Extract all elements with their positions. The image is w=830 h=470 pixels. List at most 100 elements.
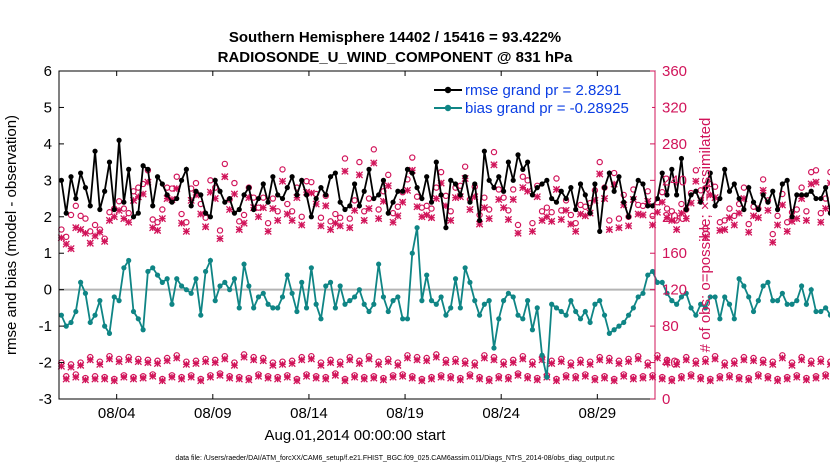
bias-point <box>525 298 531 304</box>
obs-possible-marker <box>793 206 800 213</box>
obs-assimilated-marker <box>418 377 426 385</box>
rmse-point <box>827 210 830 216</box>
rmse-point <box>78 170 84 176</box>
x-tick-label: 08/09 <box>194 405 232 422</box>
obs-assimilated-marker <box>591 376 599 384</box>
obs-assimilated-marker <box>216 371 224 379</box>
rmse-point <box>308 214 314 220</box>
y-tick-label: -1 <box>39 318 52 335</box>
obs-possible-marker <box>726 205 733 212</box>
obs-assimilated-marker <box>528 360 537 369</box>
bias-point <box>678 294 685 300</box>
obs-assimilated-marker <box>451 357 460 366</box>
bias-point <box>510 294 516 300</box>
rmse-point <box>693 188 699 194</box>
obs-assimilated-marker <box>658 198 666 206</box>
bias-point <box>414 225 420 231</box>
rmse-point <box>198 192 204 198</box>
rmse-point <box>500 188 507 194</box>
obs-assimilated-marker <box>821 204 830 213</box>
legend-label-rmse: rmse grand pr = 2.8291 <box>465 82 621 99</box>
bias-point <box>702 305 709 311</box>
obs-assimilated-marker <box>797 356 806 364</box>
rmse-point <box>467 199 473 205</box>
x-tick-label: 08/19 <box>386 405 424 422</box>
obs-possible-marker <box>380 188 387 195</box>
obs-assimilated-marker <box>384 357 392 366</box>
obs-assimilated-marker <box>322 375 330 383</box>
rmse-point <box>279 195 286 202</box>
obs-assimilated-marker <box>206 373 215 381</box>
obs-assimilated-marker <box>427 214 436 222</box>
obs-assimilated-marker <box>336 360 344 369</box>
bias-point <box>452 276 459 282</box>
bias-point <box>366 308 372 315</box>
rmse-point <box>140 163 146 169</box>
rmse-point <box>707 170 713 176</box>
rmse-point <box>688 192 694 198</box>
bias-point <box>823 305 829 311</box>
rmse-point <box>645 203 651 209</box>
rmse-point <box>169 199 175 205</box>
obs-assimilated-marker <box>298 221 306 229</box>
bias-point <box>534 305 540 311</box>
chart-title: Southern Hemisphere 14402 / 15416 = 93.4… <box>229 29 561 46</box>
rmse-point <box>404 166 411 172</box>
rmse-point <box>625 214 632 220</box>
bias-point <box>774 298 781 304</box>
obs-assimilated-marker <box>509 358 517 367</box>
rmse-point <box>303 192 310 198</box>
rmse-point <box>68 174 74 180</box>
obs-assimilated-marker <box>115 206 123 215</box>
obs-assimilated-marker <box>250 356 258 364</box>
obs-assimilated-marker <box>403 354 412 362</box>
bias-point <box>577 316 584 322</box>
obs-assimilated-marker <box>721 361 729 369</box>
rmse-point <box>347 203 353 209</box>
obs-possible-marker <box>529 219 536 227</box>
bias-point <box>385 308 391 315</box>
obs-possible-marker <box>774 212 781 220</box>
obs-assimilated-marker <box>620 372 628 380</box>
rmse-point <box>640 181 646 187</box>
obs-assimilated-marker <box>788 361 796 369</box>
bias-point <box>693 312 699 318</box>
rmse-point <box>712 203 718 209</box>
bias-point <box>746 294 752 300</box>
obs-assimilated-marker <box>519 355 527 363</box>
obs-assimilated-marker <box>149 372 157 380</box>
bias-point <box>500 298 507 304</box>
rmse-point <box>371 195 377 202</box>
x-axis-label: Aug.01,2014 00:00:00 start <box>265 427 447 444</box>
bias-point <box>659 279 665 285</box>
obs-possible-marker <box>192 179 200 187</box>
obs-possible-marker <box>615 215 623 222</box>
obs-possible-marker <box>91 221 99 229</box>
rmse-point <box>332 170 338 176</box>
obs-possible-marker <box>817 209 825 217</box>
bias-point <box>284 272 290 278</box>
obs-assimilated-marker <box>312 374 320 382</box>
rmse-point <box>741 206 747 213</box>
obs-possible-marker <box>221 160 229 168</box>
rmse-point <box>736 195 742 202</box>
obs-possible-marker <box>240 211 248 219</box>
rmse-point <box>774 206 781 213</box>
bias-point <box>794 298 800 304</box>
obs-possible-marker <box>572 219 579 227</box>
rmse-point <box>342 206 348 213</box>
rmse-point <box>130 214 137 220</box>
bias-point <box>356 287 363 293</box>
rmse-point <box>486 177 492 183</box>
obs-assimilated-marker <box>120 214 128 223</box>
obs-assimilated-marker <box>129 375 138 383</box>
obs-assimilated-marker <box>557 357 565 366</box>
bias-point <box>294 308 300 315</box>
bias-point <box>674 301 680 307</box>
bias-point <box>770 298 776 304</box>
rmse-point <box>265 199 271 205</box>
obs-assimilated-marker <box>672 225 681 234</box>
obs-assimilated-marker <box>230 361 239 369</box>
obs-assimilated-marker <box>567 361 575 369</box>
